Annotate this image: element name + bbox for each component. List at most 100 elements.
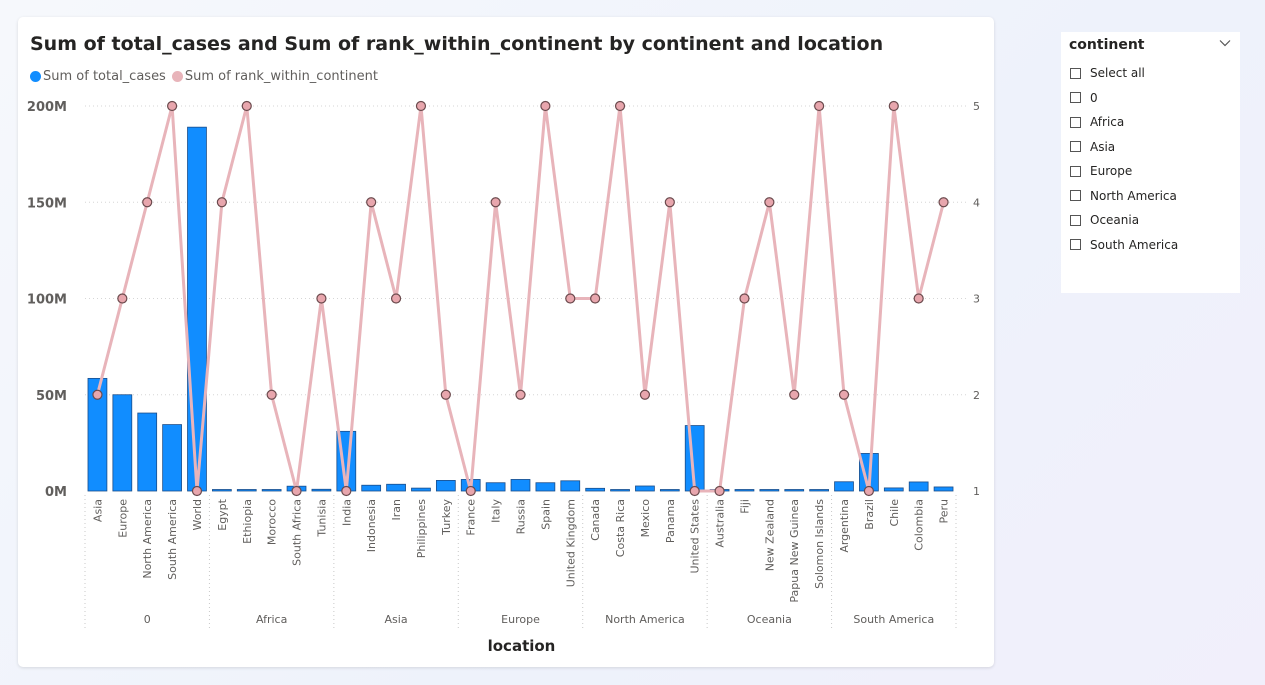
legend-label-rank: Sum of rank_within_continent [184,69,378,84]
bar [361,484,382,492]
group-label: South America [853,613,934,626]
bar [162,424,182,492]
x-tick-label: Indonesia [365,499,378,552]
bar [759,489,780,492]
x-tick-label: France [465,499,478,536]
x-tick-label: Fiji [738,499,751,514]
x-tick-label: Chile [888,499,901,527]
bar [187,126,207,492]
line-marker [540,100,551,112]
line-marker [291,485,302,497]
bar [933,486,954,492]
x-tick-label: Colombia [913,499,926,551]
slicer-item-0[interactable]: 0 [1070,86,1178,111]
series-line-rank [95,104,946,493]
x-tick-label: United States [689,499,702,574]
slicer-item-label: Europe [1090,164,1133,179]
slicer-item-label: 0 [1090,90,1098,105]
slicer-item-africa[interactable]: Africa [1070,110,1178,135]
checkbox[interactable] [1070,141,1081,153]
legend-label-total-cases: Sum of total_cases [43,69,166,84]
checkbox[interactable] [1070,92,1081,104]
slicer-item-select-all[interactable]: Select all [1070,61,1178,86]
bar [635,485,655,492]
checkbox[interactable] [1070,239,1081,251]
slicer-item-label: North America [1090,188,1177,203]
legend-item-total-cases[interactable]: Sum of total_cases [30,69,166,84]
bar [908,481,929,492]
slicer-list: Select all 0 Africa Asia Europe North Am… [1070,61,1178,257]
line-marker [341,485,352,497]
bar [734,489,755,492]
line-marker [440,389,451,400]
x-tick-label: New Zealand [763,499,776,571]
bar [311,488,332,492]
line-marker [515,389,526,400]
slicer-item-label: Africa [1090,115,1125,130]
line-marker [739,293,750,304]
checkbox[interactable] [1070,214,1081,226]
bar [535,482,556,492]
line-marker [764,197,775,208]
line-marker [590,293,601,304]
checkbox[interactable] [1070,67,1081,79]
x-tick-label: Morocco [266,499,279,545]
x-tick-label: Italy [490,499,503,523]
combo-chart: 200M 150M 100M 50M 0M 5 4 3 2 1 Asia Europe North Am… [27,100,980,655]
bar [510,479,531,492]
line-marker [789,389,800,400]
bar [659,489,680,492]
x-tick-label: Spain [539,499,552,530]
slicer-item-oceania[interactable]: Oceania [1070,208,1178,233]
bar [834,481,854,492]
slicer-item-asia[interactable]: Asia [1070,135,1178,160]
y-left-tick-label: 50M [36,389,67,404]
line-marker [913,293,924,304]
legend-item-rank[interactable]: Sum of rank_within_continent [171,69,378,84]
x-tick-label: South America [166,499,179,580]
bar [809,489,829,492]
y-right-tick-label: 2 [973,389,980,402]
group-label: Europe [501,613,540,626]
x-tick-label: Argentina [838,499,851,553]
y-left-tick-label: 150M [27,196,67,211]
y-right-tick-label: 5 [973,100,980,113]
group-label: Africa [256,613,287,626]
x-tick-label: Russia [515,499,528,534]
x-tick-label: Ethiopia [241,499,254,544]
line-marker [938,197,949,208]
line-marker [664,197,675,208]
x-tick-label: India [340,499,353,526]
checkbox[interactable] [1070,190,1081,202]
x-tick-label: Papua New Guinea [788,499,801,603]
group-label: 0 [144,613,151,626]
x-tick-label: Solomon Islands [813,499,826,589]
x-tick-label: Philippines [415,499,428,559]
chart-title: Sum of total_cases and Sum of rank_withi… [30,33,884,55]
line-marker [266,389,277,400]
line-marker [216,197,227,208]
slicer-item-europe[interactable]: Europe [1070,159,1178,184]
checkbox[interactable] [1070,165,1081,177]
y-left-tick-label: 200M [27,100,67,115]
x-tick-label: Tunisia [315,499,328,538]
y-right-tick-label: 4 [973,196,980,209]
line-marker [490,197,501,208]
x-tick-label: Asia [91,499,104,522]
group-label: Oceania [747,613,792,626]
bar [585,487,606,492]
line-marker [465,485,476,497]
x-tick-label: Mexico [639,499,652,538]
slicer-item-south-america[interactable]: South America [1070,233,1178,258]
bar [883,487,904,492]
slicer-item-north-america[interactable]: North America [1070,184,1178,209]
x-tick-label: Canada [589,499,602,541]
x-tick-label: South Africa [291,499,304,566]
slicer-title: continent [1069,37,1145,53]
chevron-down-icon[interactable] [1218,36,1232,50]
y-right-tick-label: 3 [973,293,980,306]
legend-marker-rank [171,71,183,82]
checkbox[interactable] [1070,116,1081,128]
group-label: Asia [385,613,408,626]
bar [784,489,805,492]
